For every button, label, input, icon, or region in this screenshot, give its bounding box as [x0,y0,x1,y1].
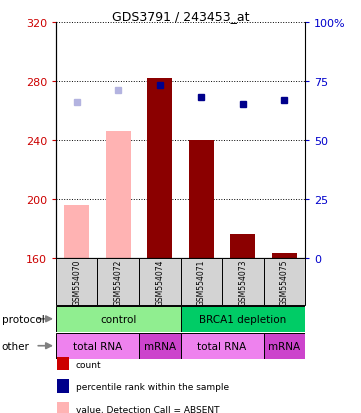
Text: count: count [76,360,101,369]
Bar [56,333,139,359]
Bar [57,380,69,393]
Bar [189,140,214,258]
Bar [264,333,305,359]
Text: BRCA1 depletion: BRCA1 depletion [199,314,286,324]
Bar [264,258,305,306]
Bar [180,306,305,332]
Text: GSM554075: GSM554075 [280,259,289,305]
Text: GSM554073: GSM554073 [238,259,247,305]
Bar [139,258,180,306]
Bar [230,235,255,258]
Text: total RNA: total RNA [73,341,122,351]
Bar [97,258,139,306]
Bar [272,254,297,258]
Bar [147,78,172,258]
Bar [222,258,264,306]
Bar [139,333,180,359]
Text: protocol: protocol [2,314,44,324]
Bar [56,306,180,332]
Text: GSM554070: GSM554070 [72,259,81,305]
Text: GSM554072: GSM554072 [114,259,123,305]
Text: GSM554074: GSM554074 [155,259,164,305]
Text: GSM554071: GSM554071 [197,259,206,305]
Text: mRNA: mRNA [144,341,176,351]
Bar [180,333,264,359]
Text: GDS3791 / 243453_at: GDS3791 / 243453_at [112,10,249,23]
Text: total RNA: total RNA [197,341,247,351]
Text: percentile rank within the sample: percentile rank within the sample [76,382,229,392]
Text: control: control [100,314,136,324]
Bar [57,402,69,413]
Bar [57,357,69,370]
Text: mRNA: mRNA [268,341,300,351]
Bar [64,205,89,258]
Bar [180,258,222,306]
Text: other: other [2,341,30,351]
Bar [56,258,97,306]
Text: value, Detection Call = ABSENT: value, Detection Call = ABSENT [76,405,219,413]
Bar [106,132,131,258]
